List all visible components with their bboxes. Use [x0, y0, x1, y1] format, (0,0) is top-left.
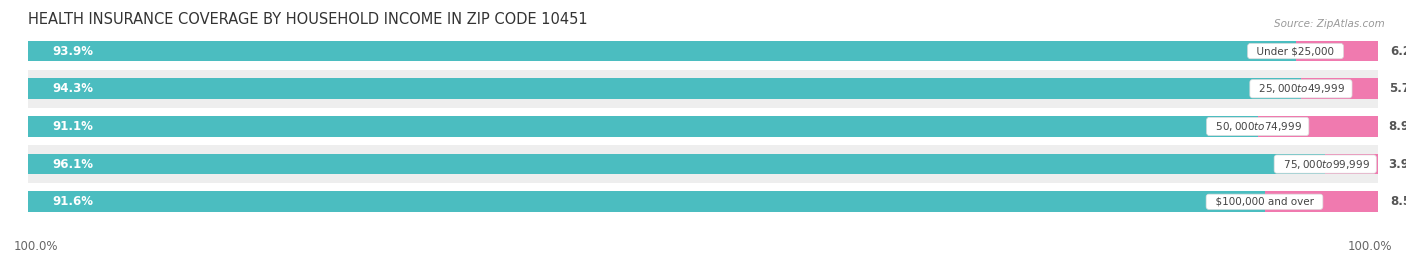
Text: 94.3%: 94.3% [52, 82, 93, 95]
Text: $25,000 to $49,999: $25,000 to $49,999 [1253, 82, 1350, 95]
Bar [1264, 192, 1379, 212]
Bar [1295, 41, 1379, 61]
Text: Source: ZipAtlas.com: Source: ZipAtlas.com [1274, 19, 1385, 29]
Bar [1258, 116, 1378, 137]
Text: $100,000 and over: $100,000 and over [1209, 197, 1320, 207]
Text: 100.0%: 100.0% [14, 240, 59, 253]
Text: $75,000 to $99,999: $75,000 to $99,999 [1277, 158, 1374, 171]
Bar [28, 108, 1378, 145]
Bar [28, 32, 1378, 70]
Text: 5.7%: 5.7% [1389, 82, 1406, 95]
Bar [28, 78, 1301, 99]
Text: 8.9%: 8.9% [1389, 120, 1406, 133]
Text: 91.1%: 91.1% [52, 120, 93, 133]
Text: $50,000 to $74,999: $50,000 to $74,999 [1209, 120, 1306, 133]
Bar [1301, 78, 1378, 99]
Text: 93.9%: 93.9% [52, 45, 93, 58]
Text: 96.1%: 96.1% [52, 158, 93, 171]
Bar [1326, 154, 1378, 174]
Bar [28, 145, 1378, 183]
Bar [28, 116, 1258, 137]
Bar [28, 41, 1295, 61]
Bar [28, 192, 1264, 212]
Text: 8.5%: 8.5% [1391, 195, 1406, 208]
Text: 100.0%: 100.0% [1347, 240, 1392, 253]
Text: 6.2%: 6.2% [1391, 45, 1406, 58]
Bar [28, 154, 1326, 174]
Text: Under $25,000: Under $25,000 [1250, 46, 1341, 56]
Bar [28, 183, 1378, 221]
Text: HEALTH INSURANCE COVERAGE BY HOUSEHOLD INCOME IN ZIP CODE 10451: HEALTH INSURANCE COVERAGE BY HOUSEHOLD I… [28, 12, 588, 27]
Text: 91.6%: 91.6% [52, 195, 93, 208]
Bar [28, 70, 1378, 108]
Text: 3.9%: 3.9% [1389, 158, 1406, 171]
